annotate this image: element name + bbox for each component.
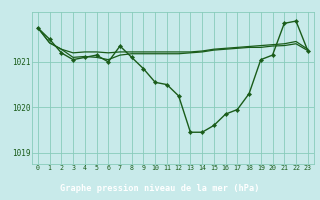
Text: Graphe pression niveau de la mer (hPa): Graphe pression niveau de la mer (hPa): [60, 184, 260, 193]
